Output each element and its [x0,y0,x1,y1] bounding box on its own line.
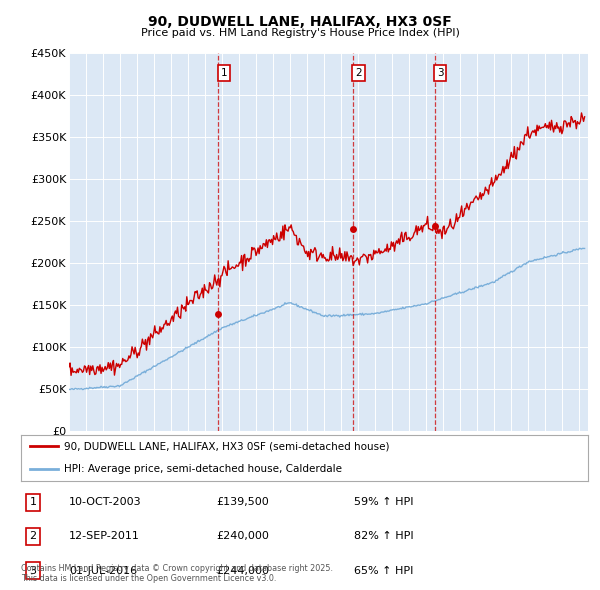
Text: 1: 1 [220,68,227,78]
Text: 2: 2 [29,532,37,541]
Text: 3: 3 [437,68,443,78]
Text: £244,000: £244,000 [216,566,269,575]
Text: 3: 3 [29,566,37,575]
Text: 10-OCT-2003: 10-OCT-2003 [69,497,142,507]
Text: £240,000: £240,000 [216,532,269,541]
Text: 59% ↑ HPI: 59% ↑ HPI [354,497,413,507]
Text: Contains HM Land Registry data © Crown copyright and database right 2025.
This d: Contains HM Land Registry data © Crown c… [21,563,333,583]
Text: HPI: Average price, semi-detached house, Calderdale: HPI: Average price, semi-detached house,… [64,464,341,474]
Text: 90, DUDWELL LANE, HALIFAX, HX3 0SF: 90, DUDWELL LANE, HALIFAX, HX3 0SF [148,15,452,29]
Text: Price paid vs. HM Land Registry's House Price Index (HPI): Price paid vs. HM Land Registry's House … [140,28,460,38]
Text: 82% ↑ HPI: 82% ↑ HPI [354,532,413,541]
Text: 12-SEP-2011: 12-SEP-2011 [69,532,140,541]
Text: 2: 2 [355,68,362,78]
Text: £139,500: £139,500 [216,497,269,507]
Text: 1: 1 [29,497,37,507]
Text: 01-JUL-2016: 01-JUL-2016 [69,566,137,575]
Text: 65% ↑ HPI: 65% ↑ HPI [354,566,413,575]
Text: 90, DUDWELL LANE, HALIFAX, HX3 0SF (semi-detached house): 90, DUDWELL LANE, HALIFAX, HX3 0SF (semi… [64,441,389,451]
